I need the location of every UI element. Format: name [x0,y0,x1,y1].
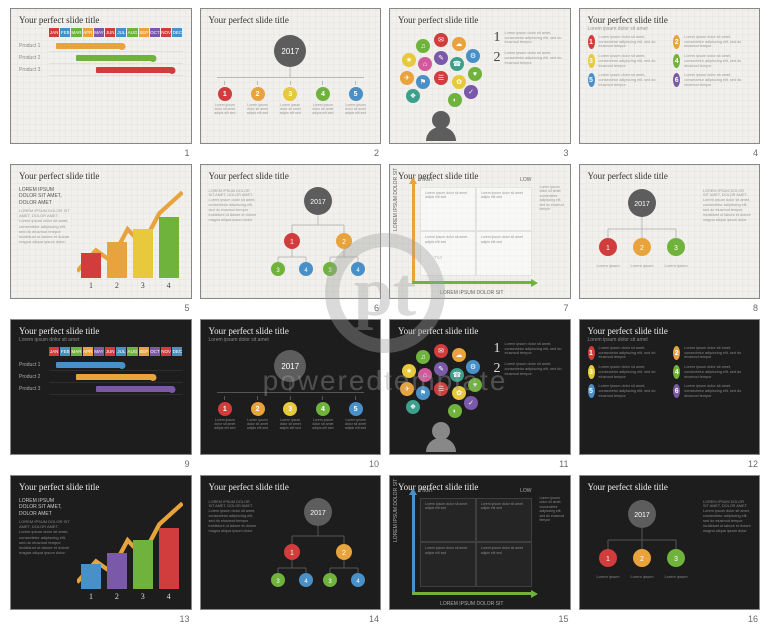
numbered-list: 1Lorem ipsum dolor sit amet, consectetur… [494,31,564,71]
slide-9: Your perfect slide title Lorem ipsum dol… [10,319,192,455]
svg-text:2: 2 [640,245,644,252]
cell-3: Your perfect slide title ✉ ☁ ♫ ⚙ ★ ✎ ☎ ⌂… [389,8,571,156]
slide-sub: Lorem ipsum dolor sit amet [580,26,760,34]
slide-number: 8 [753,303,758,313]
slide-grid: Your perfect slide title JAN FEB MAR APR… [0,0,770,630]
avatar-icon [398,111,484,141]
slide-12: Your perfect slide title Lorem ipsum dol… [579,319,761,455]
slide-number: 1 [184,148,189,158]
slide-15: Your perfect slide title LOREM IPSUM DOL… [389,475,571,611]
svg-text:2017: 2017 [310,510,326,517]
slide-11: Your perfect slide title ✉ ☁ ♫ ⚙ ★ ✎ ☎ ⌂… [389,319,571,455]
slide-2: Your perfect slide title 2017 1Lorem ips… [200,8,382,144]
cell-4: Your perfect slide title Lorem ipsum dol… [579,8,761,156]
svg-text:Lorem ipsum: Lorem ipsum [664,263,688,268]
slide-number: 6 [374,303,379,313]
cell-5: Your perfect slide title LOREM IPSUM DOL… [10,164,192,312]
slide-6: Your perfect slide title LOREM IPSUM DOL… [200,164,382,300]
svg-text:2017: 2017 [634,512,650,519]
tree-diagram: 2017 1 2 3 Lorem ipsum Lorem ipsum Lorem… [586,183,698,283]
svg-text:Lorem ipsum: Lorem ipsum [630,263,654,268]
slide-number: 7 [563,303,568,313]
svg-text:2: 2 [640,556,644,563]
svg-text:2: 2 [342,239,346,246]
slide-title: Your perfect slide title [201,9,381,26]
cell-14: Your perfect slide title LOREM IPSUM DOL… [200,475,382,623]
cell-16: Your perfect slide title LOREM IPSUM DOL… [579,475,761,623]
bar-line-chart: 1234 [77,187,183,291]
slide-title: Your perfect slide title [580,165,760,182]
cell-15: Your perfect slide title LOREM IPSUM DOL… [389,475,571,623]
svg-text:1: 1 [606,245,610,252]
svg-text:2017: 2017 [310,199,326,206]
slide-3: Your perfect slide title ✉ ☁ ♫ ⚙ ★ ✎ ☎ ⌂… [389,8,571,144]
svg-text:Lorem ipsum: Lorem ipsum [630,574,654,579]
svg-text:1: 1 [290,239,294,246]
slide-1: Your perfect slide title JAN FEB MAR APR… [10,8,192,144]
two-col-list: 1Lorem ipsum dolor sit amet, consectetur… [588,35,752,88]
svg-text:2017: 2017 [634,201,650,208]
cell-12: Your perfect slide title Lorem ipsum dol… [579,319,761,467]
slide-number: 4 [753,148,758,158]
slide-title: Your perfect slide title [11,9,191,26]
bar-line-chart: 1234 [77,498,183,602]
org-nodes: 1Lorem ipsum dolor sit amet adipis elit … [201,81,381,116]
slide-7: Your perfect slide title LOREM IPSUM DOL… [389,164,571,300]
gantt-header: JAN FEB MAR APR MAY JUN JUL AUG SEP OCT … [49,28,183,37]
hub-year: 2017 [274,35,306,67]
svg-text:1: 1 [606,556,610,563]
slide-13: Your perfect slide title LOREM IPSUM DOL… [10,475,192,611]
svg-text:2: 2 [342,550,346,557]
slide-10: Your perfect slide title Lorem ipsum dol… [200,319,382,455]
slide-5: Your perfect slide title LOREM IPSUM DOL… [10,164,192,300]
svg-text:3: 3 [674,556,678,563]
svg-text:Lorem ipsum: Lorem ipsum [596,263,620,268]
slide-number: 2 [374,148,379,158]
slide-4: Your perfect slide title Lorem ipsum dol… [579,8,761,144]
slide-14: Your perfect slide title LOREM IPSUM DOL… [200,475,382,611]
slide-16: Your perfect slide title LOREM IPSUM DOL… [579,475,761,611]
cell-1: Your perfect slide title JAN FEB MAR APR… [10,8,192,156]
svg-text:Lorem ipsum: Lorem ipsum [664,574,688,579]
tree-diagram: 2017 1 2 3 4 3 4 [262,183,374,283]
cell-7: Your perfect slide title LOREM IPSUM DOL… [389,164,571,312]
cell-8: Your perfect slide title LOREM IPSUM DOL… [579,164,761,312]
gantt-chart: JAN FEB MAR APR MAY JUN JUL AUG SEP OCT … [11,26,191,78]
slide-title: Your perfect slide title [201,165,381,182]
slide-title: Your perfect slide title [390,9,570,26]
quadrant-chart: Lorem ipsum dolor sit amet adipis elit s… [412,183,532,295]
slide-title: Your perfect slide title [11,165,191,182]
icon-cloud: ✉ ☁ ♫ ⚙ ★ ✎ ☎ ⌂ ♥ ✈ ☰ ✿ ⚑ ✓ ❖ ◐ [398,342,484,428]
cell-10: Your perfect slide title Lorem ipsum dol… [200,319,382,467]
cell-13: Your perfect slide title LOREM IPSUM DOL… [10,475,192,623]
svg-text:1: 1 [290,550,294,557]
cell-6: Your perfect slide title LOREM IPSUM DOL… [200,164,382,312]
cell-9: Your perfect slide title Lorem ipsum dol… [10,319,192,467]
gantt-chart: JAN FEB MAR APR MAY JUN JUL AUG SEP OCT … [11,345,191,397]
slide-8: Your perfect slide title LOREM IPSUM DOL… [579,164,761,300]
svg-text:3: 3 [674,245,678,252]
slide-number: 5 [184,303,189,313]
slide-title: Your perfect slide title [580,9,760,26]
slide-number: 3 [563,148,568,158]
svg-text:Lorem ipsum: Lorem ipsum [596,574,620,579]
cell-2: Your perfect slide title 2017 1Lorem ips… [200,8,382,156]
cell-11: Your perfect slide title ✉ ☁ ♫ ⚙ ★ ✎ ☎ ⌂… [389,319,571,467]
icon-cloud: ✉ ☁ ♫ ⚙ ★ ✎ ☎ ⌂ ♥ ✈ ☰ ✿ ⚑ ✓ ❖ ◐ [398,31,484,117]
